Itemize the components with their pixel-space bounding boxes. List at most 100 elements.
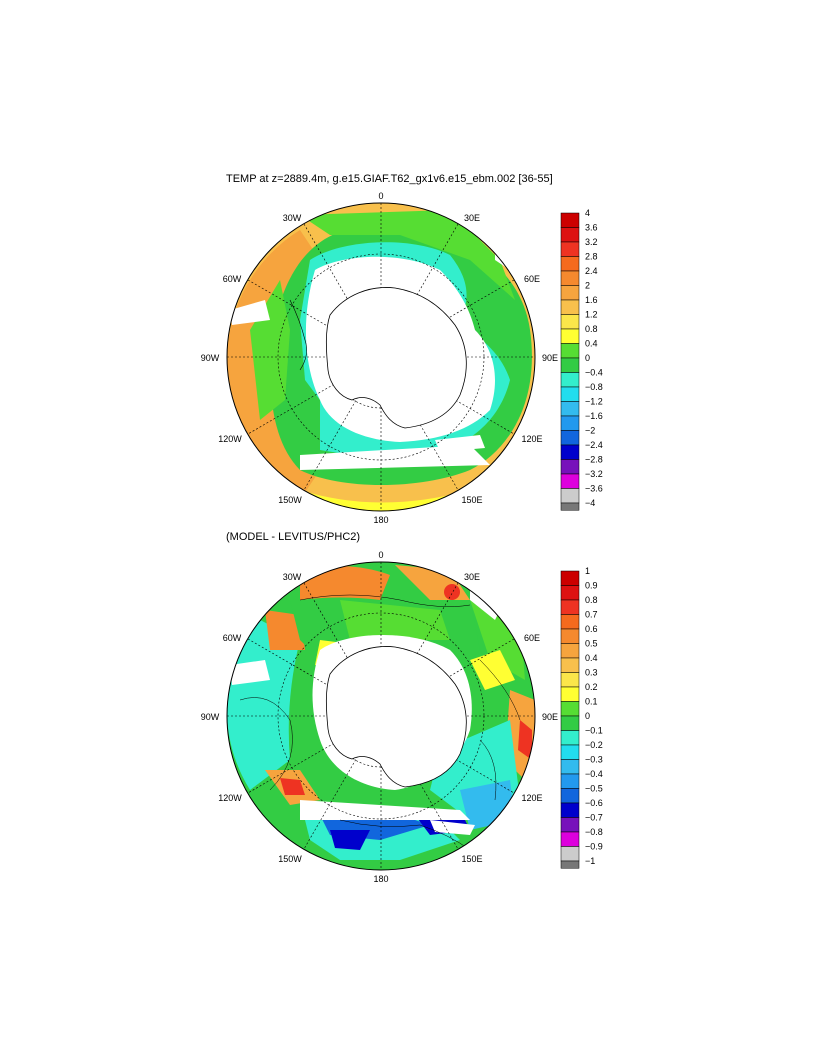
colorbar-tick-label: −2 (585, 426, 595, 436)
lon-label: 90E (542, 712, 558, 722)
colorbar-tick-label: 1.2 (585, 310, 598, 320)
colorbar-tick-label: 0.6 (585, 624, 598, 634)
lon-label: 0 (378, 191, 383, 201)
colorbar-swatch (560, 686, 580, 702)
colorbar-tick-label: 0.2 (585, 682, 598, 692)
lon-label: 0 (378, 550, 383, 560)
colorbar-tick-label: −0.3 (585, 755, 603, 765)
colorbar-swatch (560, 343, 580, 359)
longitude-labels: 0 30E 60E 90E 120E 150E 180 150W 120W 90… (201, 550, 558, 884)
colorbar-tick-label: −0.4 (585, 769, 603, 779)
colorbar-swatch (560, 401, 580, 417)
colorbar-swatch (560, 473, 580, 489)
longitude-labels: 0 30E 60E 90E 120E 150E 180 150W 120W 90… (201, 191, 558, 525)
map-boundary (226, 202, 536, 512)
colorbar-tick-label: −0.6 (585, 798, 603, 808)
colorbar-tick-label: 0.1 (585, 697, 598, 707)
lon-label: 60E (524, 274, 540, 284)
colorbar-swatch (560, 256, 580, 272)
colorbar-swatch (560, 415, 580, 431)
colorbar-swatch (560, 299, 580, 315)
colorbar-tick-label: −0.4 (585, 368, 603, 378)
colorbar-swatch (560, 773, 580, 789)
colorbar-tick-label: −2.8 (585, 455, 603, 465)
colorbar-tick-label: −0.7 (585, 813, 603, 823)
lon-label: 150E (461, 854, 482, 864)
colorbar-tick-label: 0 (585, 353, 590, 363)
colorbar-swatch (560, 657, 580, 673)
colorbar-swatch (560, 212, 580, 228)
lon-label: 30W (283, 213, 302, 223)
colorbar-temperature: 4 3.6 3.2 2.8 2.4 2 1.6 1.2 0.8 0.4 0 −0.4 −0.8 −1.2 −… (560, 208, 603, 511)
colorbar-swatch (560, 817, 580, 833)
antarctica-outline (325, 646, 467, 788)
lon-label: 150E (461, 495, 482, 505)
colorbar-swatch (560, 488, 580, 504)
colorbar-swatch (560, 846, 580, 862)
colorbar-tick-label: −4 (585, 498, 595, 508)
colorbar-swatch (560, 744, 580, 760)
colorbar-tick-label: 0.4 (585, 653, 598, 663)
polar-map-temperature: 0 30E 60E 90E 120E 150E 180 150W 120W 90… (201, 191, 603, 525)
colorbar-tick-label: −0.1 (585, 726, 603, 736)
colorbar-swatch (560, 759, 580, 775)
colorbar-swatch (560, 502, 580, 511)
lon-label: 120W (218, 793, 242, 803)
colorbar-tick-label: 0.5 (585, 639, 598, 649)
colorbar-tick-label: −3.2 (585, 469, 603, 479)
colorbar-tick-label: 2 (585, 281, 590, 291)
lon-label: 120W (218, 434, 242, 444)
colorbar-swatch (560, 730, 580, 746)
colorbar-swatch (560, 285, 580, 301)
lon-label: 30W (283, 572, 302, 582)
colorbar-swatch (560, 444, 580, 460)
lon-label: 150W (278, 854, 302, 864)
lon-label: 180 (373, 874, 388, 884)
lon-label: 60E (524, 633, 540, 643)
colorbar-swatch (560, 386, 580, 402)
colorbar-swatch (560, 643, 580, 659)
map-title-temperature: TEMP at z=2889.4m, g.e15.GIAF.T62_gx1v6.… (226, 173, 553, 185)
lon-label: 180 (373, 515, 388, 525)
colorbar-tick-label: −1.6 (585, 411, 603, 421)
colorbar-tick-label: 4 (585, 208, 590, 218)
colorbar-swatch (560, 430, 580, 446)
colorbar-tick-label: 0.8 (585, 595, 598, 605)
lon-label: 150W (278, 495, 302, 505)
contour-lines (239, 594, 521, 851)
lon-label: 90W (201, 712, 220, 722)
colorbar-swatch (560, 227, 580, 243)
colorbar-tick-label: −0.5 (585, 784, 603, 794)
colorbar-swatch (560, 860, 580, 869)
polar-map-difference: 0 30E 60E 90E 120E 150E 180 150W 120W 90… (201, 550, 603, 884)
map-title-difference: (MODEL - LEVITUS/PHC2) (226, 531, 361, 543)
colorbar-swatch (560, 570, 580, 586)
colorbar-swatch (560, 672, 580, 688)
antarctica-outline (325, 287, 467, 429)
colorbar-tick-label: 2.4 (585, 266, 598, 276)
colorbar-tick-label: −0.9 (585, 842, 603, 852)
colorbar-swatch (560, 357, 580, 373)
colorbar-tick-label: 0 (585, 711, 590, 721)
lon-label: 30E (464, 213, 480, 223)
colorbar-swatch (560, 241, 580, 257)
colorbar-swatch (560, 614, 580, 630)
lon-label: 30E (464, 572, 480, 582)
colorbar-swatch (560, 831, 580, 847)
colorbar-swatch (560, 314, 580, 330)
lon-label: 120E (521, 434, 542, 444)
colorbar-swatch (560, 701, 580, 717)
colorbar-tick-label: 0.9 (585, 581, 598, 591)
colorbar-swatch (560, 459, 580, 475)
colorbar-tick-label: −0.8 (585, 382, 603, 392)
colorbar-tick-label: 3.2 (585, 237, 598, 247)
colorbar-swatch (560, 788, 580, 804)
lon-label: 60W (223, 274, 242, 284)
colorbar-tick-label: 2.8 (585, 252, 598, 262)
colorbar-tick-label: −0.8 (585, 827, 603, 837)
colorbar-tick-label: −3.6 (585, 484, 603, 494)
colorbar-swatch (560, 328, 580, 344)
colorbar-swatch (560, 628, 580, 644)
colorbar-difference: 1 0.9 0.8 0.7 0.6 0.5 0.4 0.3 0.2 0.1 0 −0.1 −0.2 −0.… (560, 566, 603, 869)
